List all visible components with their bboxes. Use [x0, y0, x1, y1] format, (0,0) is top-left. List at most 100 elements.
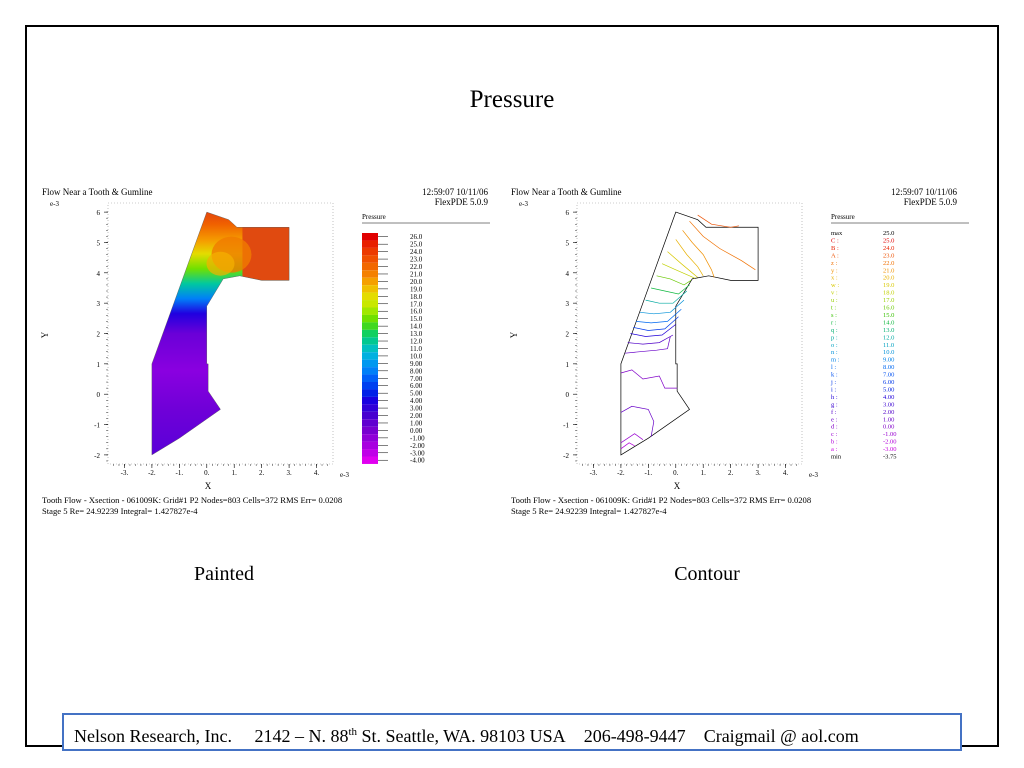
legend-swatch: [362, 322, 378, 330]
legend-entry-label: n :: [831, 349, 838, 356]
legend-level-label: 13.0: [410, 330, 423, 338]
legend-entry-label: b :: [831, 439, 838, 446]
plot-timestamp: 12:59:07 10/11/06: [422, 187, 488, 197]
y-tick-label: 3: [566, 300, 570, 308]
legend-swatch: [362, 292, 378, 301]
contour-line: [682, 230, 715, 278]
contour-line: [620, 442, 635, 450]
legend-entry-label: e :: [831, 416, 838, 423]
y-tick-label: 3: [97, 300, 101, 308]
legend-entry-value: 7.00: [883, 372, 894, 379]
legend-entry-label: s :: [831, 312, 837, 319]
domain-outline: [620, 211, 759, 456]
x-tick-label: -3.: [121, 469, 129, 477]
legend-level-label: 15.0: [410, 315, 423, 323]
legend-swatch: [362, 344, 378, 353]
x-tick-label: 3.: [286, 469, 292, 477]
legend-swatch: [362, 359, 378, 368]
contour-line: [697, 214, 739, 228]
legend-level-label: 2.00: [410, 412, 423, 420]
legend-level-label: -1.00: [410, 434, 425, 442]
legend-swatch: [362, 374, 378, 382]
x-tick-label: 4.: [783, 469, 789, 477]
legend-swatch: [362, 404, 378, 412]
legend-swatch: [362, 382, 378, 390]
x-tick-label: -2.: [617, 469, 625, 477]
contour-line: [620, 369, 678, 389]
legend-swatch: [362, 270, 378, 278]
legend-entry-label: g :: [831, 401, 838, 408]
pressure-field: [151, 212, 290, 455]
y-tick-label: 2: [97, 331, 101, 339]
y-tick-label: 6: [566, 209, 570, 217]
legend-swatch: [362, 337, 378, 345]
slide-title: Pressure: [469, 86, 555, 113]
plot-info-line: Tooth Flow - Xsection - 061009K: Grid#1 …: [42, 495, 342, 505]
x-tick-label: 1.: [232, 469, 238, 477]
y-tick-label: 5: [97, 239, 101, 247]
contour-caption: Contour: [674, 563, 740, 585]
legend-swatch: [362, 247, 378, 256]
legend-swatch: [362, 314, 378, 323]
contour-line: [627, 334, 674, 345]
legend-entry-value: 21.0: [883, 267, 894, 274]
legend-entry-value: 24.0: [883, 245, 894, 252]
company-name: Nelson Research, Inc.: [74, 726, 232, 746]
legend-entry-value: -1.00: [883, 431, 897, 438]
legend-entry-label: max: [831, 230, 843, 237]
legend-swatch: [362, 329, 378, 338]
legend-entry-value: 6.00: [883, 379, 894, 386]
legend-swatch: [362, 411, 378, 420]
legend-entry-label: m :: [831, 357, 840, 364]
legend-level-label: 3.00: [410, 405, 423, 413]
contour-line: [645, 290, 688, 304]
legend-entry-label: o :: [831, 342, 838, 349]
x-tick-label: 4.: [314, 469, 320, 477]
legend-entry-value: 5.00: [883, 386, 894, 393]
legend-entry-label: C :: [831, 237, 839, 244]
legend-entry-label: v :: [831, 290, 838, 297]
legend-swatch: [362, 434, 378, 442]
contour-line: [689, 220, 756, 271]
x-tick-label: 2.: [259, 469, 265, 477]
plot-svg: Flow Near a Tooth & Gumline 12:59:07 10/1…: [509, 187, 969, 516]
y-tick-label: 2: [566, 331, 570, 339]
legend-level-label: 1.00: [410, 419, 423, 427]
x-exponent-label: e-3: [809, 471, 818, 479]
legend-level-label: 16.0: [410, 308, 423, 316]
y-tick-label: 0: [566, 391, 570, 399]
legend-entry-value: 18.0: [883, 290, 894, 297]
legend-swatch: [362, 389, 378, 397]
x-axis-label: X: [205, 481, 212, 491]
legend-entry-label: c :: [831, 431, 838, 438]
y-tick-label: 1: [566, 361, 570, 369]
legend-swatch: [362, 233, 378, 241]
legend-level-label: 10.0: [410, 352, 423, 360]
legend-entry-value: 19.0: [883, 282, 894, 289]
legend-level-label: 26.0: [410, 233, 423, 241]
plot-timestamp: 12:59:07 10/11/06: [891, 187, 957, 197]
legend-level-label: 4.00: [410, 397, 423, 405]
legend-level-label: 18.0: [410, 293, 423, 301]
address-street: 2142 – N. 88: [254, 726, 349, 746]
y-tick-label: -1: [94, 422, 100, 430]
legend-swatch: [362, 300, 378, 308]
y-tick-label: 4: [97, 270, 101, 278]
legend-entry-value: 17.0: [883, 297, 894, 304]
y-exponent-label: e-3: [50, 200, 59, 208]
legend-entry-value: 0.00: [883, 424, 894, 431]
contour-line: [667, 251, 698, 278]
legend-swatch: [362, 449, 378, 457]
legend-swatch: [362, 419, 378, 427]
legend-level-label: 6.00: [410, 382, 423, 390]
legend-entry-value: 12.0: [883, 334, 894, 341]
y-exponent-label: e-3: [519, 200, 528, 208]
legend-entry-label: q :: [831, 327, 838, 334]
x-tick-label: -2.: [148, 469, 156, 477]
legend-entry-label: k :: [831, 372, 838, 379]
x-tick-label: -1.: [176, 469, 184, 477]
x-tick-label: 2.: [728, 469, 734, 477]
pressure-blob: [206, 251, 235, 276]
legend-entry-value: -2.00: [883, 439, 897, 446]
x-tick-label: 3.: [755, 469, 761, 477]
